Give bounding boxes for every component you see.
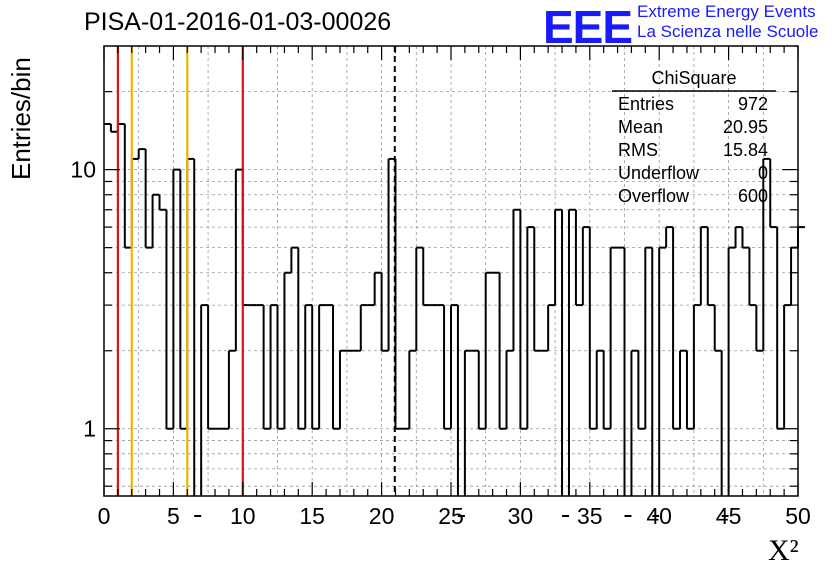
- histogram-series: [104, 122, 805, 517]
- stats-row-label: Entries: [618, 94, 674, 114]
- stats-row-label: Overflow: [618, 186, 690, 206]
- x-tick-label: 45: [716, 503, 742, 529]
- x-tick-label: 25: [438, 503, 464, 529]
- x-tick-label: 10: [230, 503, 256, 529]
- x-tick-label: 0: [98, 503, 111, 529]
- y-tick-label: 10: [70, 157, 96, 183]
- stats-row-value: 15.84: [723, 140, 768, 160]
- eee-logo: EEE: [543, 1, 633, 53]
- stats-row-value: 0: [758, 163, 768, 183]
- y-tick-label: 1: [83, 416, 96, 442]
- stats-title: ChiSquare: [651, 68, 736, 88]
- reference-lines: [116, 46, 396, 496]
- x-tick-label: 50: [785, 503, 811, 529]
- stats-box: ChiSquare Entries 972 Mean 20.95 RMS 15.84 Unde…: [612, 68, 776, 206]
- x-axis-label: X²: [768, 534, 799, 567]
- x-tick-label: 30: [508, 503, 534, 529]
- stats-row-value: 20.95: [723, 117, 768, 137]
- stats-row-label: RMS: [618, 140, 658, 160]
- x-tick-label: 20: [369, 503, 395, 529]
- stats-row-label: Underflow: [618, 163, 700, 183]
- chart-title: PISA-01-2016-01-03-00026: [84, 8, 392, 36]
- stats-row-value: 972: [738, 94, 768, 114]
- x-tick-label: 40: [646, 503, 672, 529]
- axis-ticks: 0 5 10 15 20 25 30 35 40 45 50 1 10: [70, 46, 811, 529]
- logo-tagline-1: Extreme Energy Events: [637, 2, 816, 21]
- stats-row-label: Mean: [618, 117, 663, 137]
- stats-row-value: 600: [738, 186, 768, 206]
- x-tick-label: 5: [167, 503, 180, 529]
- x-tick-label: 35: [577, 503, 603, 529]
- x-tick-label: 15: [299, 503, 325, 529]
- logo-tagline-2: La Scienza nelle Scuole: [637, 22, 819, 41]
